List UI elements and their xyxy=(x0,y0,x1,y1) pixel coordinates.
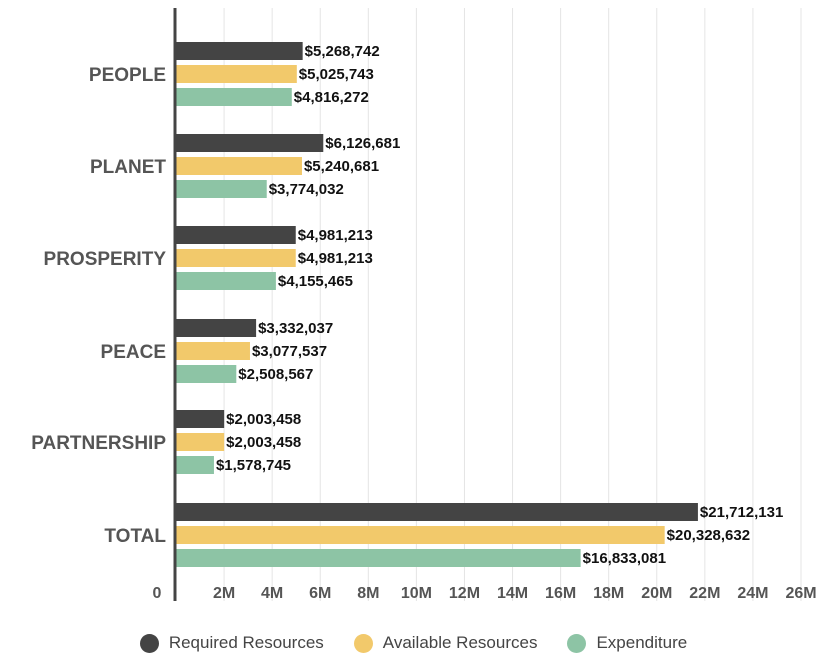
value-label-available-resources-peace: $3,077,537 xyxy=(252,343,327,360)
value-label-expenditure-peace: $2,508,567 xyxy=(238,366,313,383)
x-tick-label-0: 0 xyxy=(153,585,162,602)
value-label-expenditure-prosperity: $4,155,465 xyxy=(278,273,353,290)
bar-required-resources-peace[interactable] xyxy=(176,319,257,337)
x-tick-label-2m: 2M xyxy=(213,585,235,602)
gridlines xyxy=(223,8,802,601)
value-label-required-resources-prosperity: $4,981,213 xyxy=(298,227,373,244)
bar-expenditure-total[interactable] xyxy=(176,549,581,567)
bar-chart: $5,268,742 $5,025,743 $4,816,272 $6,126,681… xyxy=(31,8,817,602)
legend-item-expenditure[interactable]: Expenditure xyxy=(567,633,687,653)
legend-label-expenditure: Expenditure xyxy=(596,633,688,652)
legend-marker-required xyxy=(139,633,159,653)
x-tick-label-14m: 14M xyxy=(497,585,528,602)
x-tick-label-26m: 26M xyxy=(785,585,816,602)
category-label-total: TOTAL xyxy=(104,526,166,547)
bar-required-resources-prosperity[interactable] xyxy=(176,226,296,244)
value-label-expenditure-total: $16,833,081 xyxy=(583,550,666,567)
x-tick-label-20m: 20M xyxy=(641,585,672,602)
value-label-expenditure-partnership: $1,578,745 xyxy=(216,457,291,474)
category-label-prosperity: PROSPERITY xyxy=(44,249,167,270)
bar-required-resources-total[interactable] xyxy=(176,503,698,521)
value-label-required-resources-peace: $3,332,037 xyxy=(258,320,333,337)
bar-available-resources-people[interactable] xyxy=(176,65,297,83)
value-label-available-resources-people: $5,025,743 xyxy=(299,66,374,83)
legend-item-required[interactable]: Required Resources xyxy=(139,633,324,653)
value-label-expenditure-people: $4,816,272 xyxy=(294,89,369,106)
value-label-required-resources-partnership: $2,003,458 xyxy=(226,411,301,428)
legend-marker-available xyxy=(353,633,373,653)
x-tick-label-10m: 10M xyxy=(401,585,432,602)
value-label-available-resources-prosperity: $4,981,213 xyxy=(298,250,373,267)
bar-expenditure-prosperity[interactable] xyxy=(176,272,276,290)
x-tick-label-8m: 8M xyxy=(357,585,379,602)
x-tick-label-16m: 16M xyxy=(545,585,576,602)
category-label-planet: PLANET xyxy=(90,157,166,178)
legend-label-required: Required Resources xyxy=(168,633,324,652)
bar-available-resources-planet[interactable] xyxy=(176,157,302,175)
x-axis-ticks: 0 2M 4M 6M 8M 10M 12M 14M 16M 18M 20M 22M 24M 26M xyxy=(153,585,817,602)
category-label-peace: PEACE xyxy=(101,342,166,363)
x-tick-label-6m: 6M xyxy=(309,585,331,602)
value-label-available-resources-partnership: $2,003,458 xyxy=(226,434,301,451)
bar-available-resources-peace[interactable] xyxy=(176,342,250,360)
category-label-people: PEOPLE xyxy=(89,65,166,86)
x-tick-label-24m: 24M xyxy=(737,585,768,602)
legend-marker-expenditure xyxy=(567,633,587,653)
value-label-required-resources-people: $5,268,742 xyxy=(305,43,380,60)
value-label-required-resources-planet: $6,126,681 xyxy=(325,135,400,152)
x-tick-label-4m: 4M xyxy=(261,585,283,602)
bar-required-resources-people[interactable] xyxy=(176,42,303,60)
bar-expenditure-peace[interactable] xyxy=(176,365,237,383)
value-labels: $5,268,742 $5,025,743 $4,816,272 $6,126,681… xyxy=(216,43,783,567)
value-label-available-resources-planet: $5,240,681 xyxy=(304,158,379,175)
bar-required-resources-partnership[interactable] xyxy=(176,410,225,428)
value-label-expenditure-planet: $3,774,032 xyxy=(269,181,344,198)
bar-available-resources-prosperity[interactable] xyxy=(176,249,296,267)
bar-expenditure-planet[interactable] xyxy=(176,180,267,198)
bar-available-resources-partnership[interactable] xyxy=(176,433,225,451)
bar-required-resources-planet[interactable] xyxy=(176,134,324,152)
legend-item-available[interactable]: Available Resources xyxy=(353,633,538,653)
x-tick-label-12m: 12M xyxy=(449,585,480,602)
x-tick-label-18m: 18M xyxy=(593,585,624,602)
value-label-available-resources-total: $20,328,632 xyxy=(667,527,750,544)
bar-available-resources-total[interactable] xyxy=(176,526,665,544)
x-tick-label-22m: 22M xyxy=(689,585,720,602)
bars xyxy=(176,42,698,567)
bar-expenditure-partnership[interactable] xyxy=(176,456,214,474)
legend-label-available: Available Resources xyxy=(382,633,538,652)
category-label-partnership: PARTNERSHIP xyxy=(31,433,166,454)
value-label-required-resources-total: $21,712,131 xyxy=(700,504,783,521)
legend: Required Resources Available Resources E… xyxy=(0,628,827,658)
bar-expenditure-people[interactable] xyxy=(176,88,292,106)
category-labels: PEOPLE PLANET PROSPERITY PEACE PARTNERSHIP TO… xyxy=(31,65,166,547)
